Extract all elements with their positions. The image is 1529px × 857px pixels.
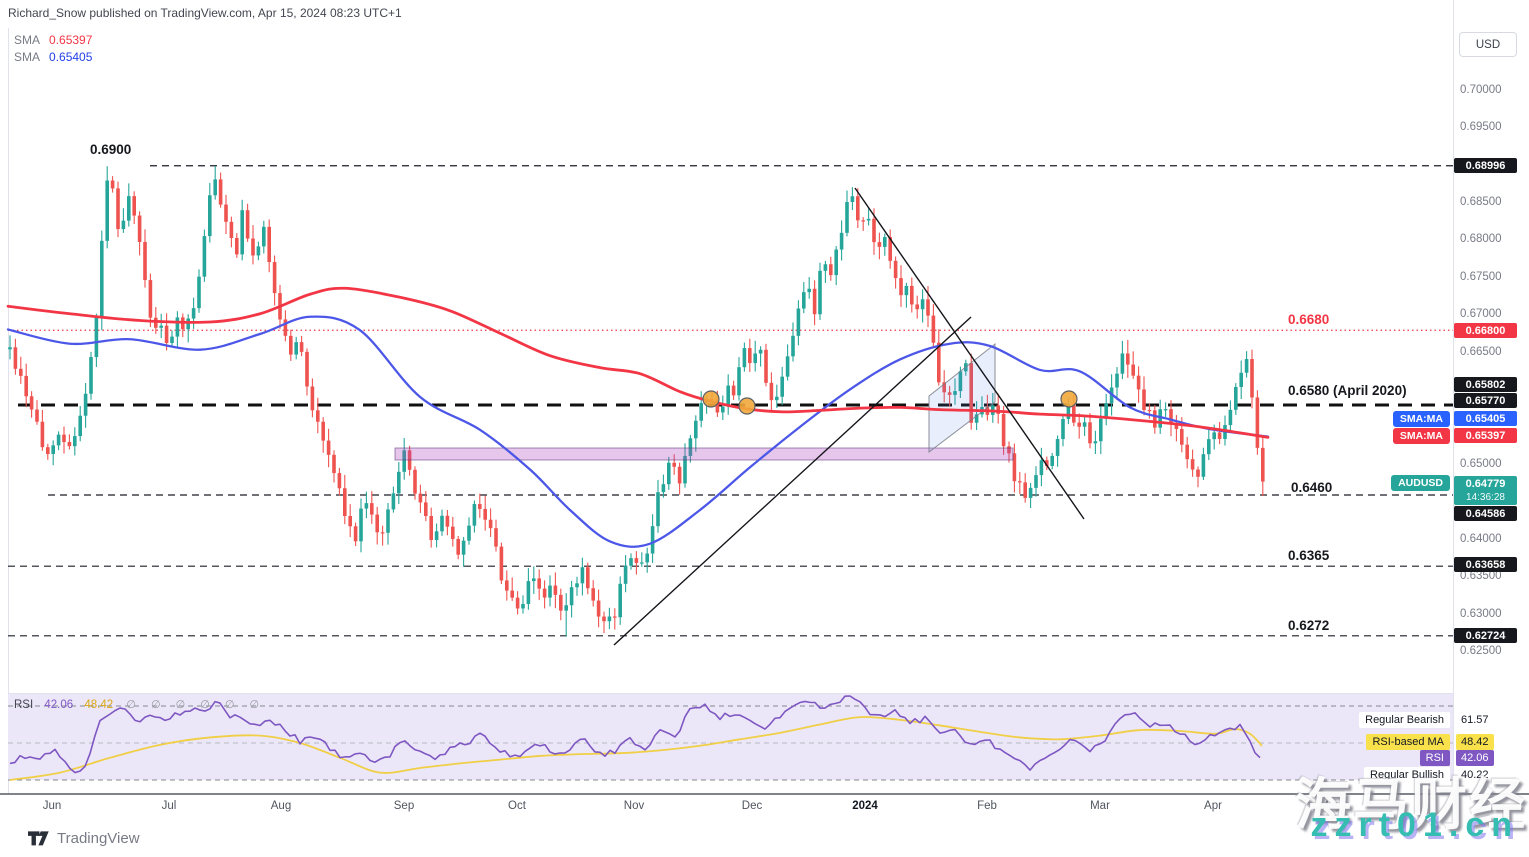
price-badge: 0.65802 (1454, 377, 1517, 392)
axis-month-label: Feb (977, 800, 997, 812)
rsi-pane-background (8, 694, 1453, 780)
rsi-line[interactable] (9, 695, 1261, 774)
symbol-tag-audusd: AUDUSD (1391, 475, 1450, 491)
price-channel[interactable] (928, 342, 996, 454)
sma-slow-label: SMA (14, 50, 41, 64)
price-badge: 0.65770 (1454, 393, 1517, 408)
sma-fast-label: SMA (14, 33, 41, 47)
axis-month-label: May (1319, 800, 1341, 812)
axis-price-label: 0.68500 (1460, 195, 1502, 208)
series-tag-smama: SMA:MA (1392, 428, 1450, 444)
axis-price-label: 0.70000 (1460, 83, 1502, 96)
candlestick-series[interactable] (8, 166, 1265, 637)
axis-month-label: Jul (161, 800, 177, 812)
price-annotation: 0.6900 (90, 142, 132, 157)
last-price-badge: 0.64779 14:36:28 (1454, 476, 1517, 505)
rsi-side-value: 61.57 (1461, 714, 1489, 726)
bar-countdown-timer: 14:36:28 (1466, 491, 1505, 503)
watermark-url: zzrt01.cn (1310, 806, 1519, 844)
rsi-value: 42.06 (44, 699, 74, 711)
axis-price-label: 0.62500 (1460, 645, 1502, 658)
axis-month-label: Dec (741, 800, 763, 812)
price-annotation: 0.6680 (1288, 312, 1330, 327)
price-badge: 0.63658 (1454, 557, 1517, 572)
axis-month-label: Apr (1204, 800, 1222, 812)
axis-price-label: 0.65000 (1460, 458, 1502, 471)
divergence-circle-3[interactable] (1060, 390, 1078, 408)
axis-month-label: Aug (270, 800, 292, 812)
tradingview-logo-text: TradingView (57, 830, 140, 847)
rsi-side-label: RSI (1419, 750, 1450, 766)
price-annotation: 0.6460 (1291, 480, 1333, 495)
axis-month-label: 2024 (852, 800, 878, 812)
trendline-rising[interactable] (613, 316, 972, 646)
axis-month-label: Oct (508, 800, 526, 812)
indicator-legend: SMA 0.65397 SMA 0.65405 (14, 32, 92, 66)
supply-zone-band[interactable] (394, 447, 1014, 461)
rsi-side-label: Regular Bearish (1359, 712, 1450, 728)
divergence-circle-1[interactable] (702, 390, 720, 408)
price-badge: 0.65405 (1454, 411, 1517, 426)
divergence-empty-markers: ∅ ∅ ∅ ∅ ∅ ∅ (126, 699, 266, 711)
currency-button[interactable]: USD (1459, 32, 1517, 57)
sma-fast-value: 0.65397 (49, 33, 93, 47)
axis-price-label: 0.63500 (1460, 570, 1502, 583)
rsi-side-label: RSI-based MA (1366, 734, 1450, 750)
rsi-side-value: 40.22 (1461, 769, 1489, 781)
axis-price-label: 0.68000 (1460, 233, 1502, 246)
watermark-cjk: 海马财经 (1295, 773, 1527, 836)
tradingview-logo-icon (28, 831, 49, 846)
sma-fast-line[interactable] (6, 286, 1270, 439)
tradingview-logo[interactable]: TradingView (28, 830, 140, 847)
price-badge: 0.68996 (1454, 158, 1517, 173)
sma-slow-legend-row[interactable]: SMA 0.65405 (14, 49, 92, 66)
price-badge: 0.62724 (1454, 628, 1517, 643)
axis-price-label: 0.69500 (1460, 121, 1502, 133)
sma-slow-value: 0.65405 (49, 50, 93, 64)
axis-price-label: 0.64000 (1460, 532, 1502, 545)
axis-month-label: Mar (1090, 800, 1110, 812)
series-tag-smama: SMA:MA (1392, 411, 1450, 427)
axis-price-label: 0.67500 (1460, 270, 1502, 283)
price-annotation: 0.6365 (1288, 548, 1330, 563)
rsi-ma-value: 48.42 (84, 699, 114, 711)
price-annotation: 0.6272 (1288, 618, 1330, 633)
price-annotation: 0.6580 (April 2020) (1288, 383, 1407, 398)
axis-month-label: Nov (623, 800, 645, 812)
sma-fast-legend-row[interactable]: SMA 0.65397 (14, 32, 92, 49)
rsi-side-value: 48.42 (1456, 734, 1494, 750)
axis-month-label: Jun (42, 800, 62, 812)
rsi-side-value: 42.06 (1456, 750, 1494, 766)
axis-month-label: Sep (393, 800, 415, 812)
price-badge: 0.64586 (1454, 506, 1517, 521)
trendline-falling[interactable] (854, 187, 1085, 520)
rsi-label: RSI (14, 699, 34, 711)
sma-slow-line[interactable] (6, 315, 1270, 548)
price-badge: 0.65397 (1454, 428, 1517, 443)
axis-price-label: 0.63000 (1460, 607, 1502, 620)
rsi-side-label: Regular Bullish (1364, 767, 1450, 783)
rsi-legend[interactable]: RSI 42.06 48.42 ∅ ∅ ∅ ∅ ∅ ∅ (14, 698, 265, 711)
chart-attribution: Richard_Snow published on TradingView.co… (8, 6, 402, 20)
divergence-circle-2[interactable] (738, 397, 756, 415)
axis-price-label: 0.67000 (1460, 308, 1502, 321)
price-badge: 0.66800 (1454, 323, 1517, 338)
rsi-ma-line[interactable] (9, 716, 1263, 781)
last-price-value: 0.64779 (1465, 477, 1506, 490)
axis-price-label: 0.66500 (1460, 345, 1502, 358)
